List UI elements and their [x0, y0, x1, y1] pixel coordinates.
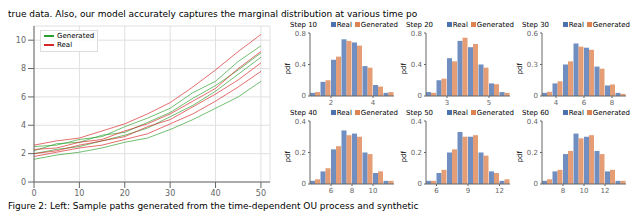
- html-text:Figure 2: Left: Sample paths g: Figure 2: Left: Sample paths generated f…: [8, 201, 419, 211]
- svg-text:0: 0: [21, 178, 26, 187]
- html-text:Real: Real: [336, 109, 352, 117]
- html-text:Real: Real: [336, 21, 352, 29]
- svg-text:6: 6: [21, 93, 26, 102]
- svg-text:4: 4: [371, 99, 376, 107]
- svg-text:0: 0: [418, 92, 422, 100]
- html-text:Step 50: Step 50: [406, 109, 434, 117]
- svg-text:0.4: 0.4: [411, 118, 423, 126]
- html-text:Generated: Generated: [57, 32, 95, 40]
- svg-text:6: 6: [329, 187, 334, 195]
- svg-text:30: 30: [165, 189, 175, 198]
- svg-text:10: 10: [74, 189, 84, 198]
- svg-text:12: 12: [601, 187, 610, 195]
- svg-text:0: 0: [31, 189, 36, 198]
- html-text:Real: Real: [452, 21, 468, 29]
- svg-text:0.2: 0.2: [411, 149, 422, 157]
- html-text:Step 60: Step 60: [522, 109, 550, 117]
- svg-text:50: 50: [256, 189, 266, 198]
- svg-text:10: 10: [16, 36, 26, 45]
- svg-text:4: 4: [21, 121, 26, 130]
- html-text:pdf: pdf: [516, 151, 524, 163]
- html-text:Generated: Generated: [592, 109, 630, 117]
- html-text:Step 10: Step 10: [290, 21, 318, 29]
- svg-text:4: 4: [554, 99, 559, 107]
- html-text:Real: Real: [568, 109, 584, 117]
- svg-text:8: 8: [350, 187, 354, 195]
- svg-text:8: 8: [21, 64, 26, 73]
- html-text:Real: Real: [568, 21, 584, 29]
- html-text:Step 40: Step 40: [290, 109, 318, 117]
- svg-text:0.6: 0.6: [527, 30, 539, 38]
- svg-text:9: 9: [466, 187, 470, 195]
- html-text:Real: Real: [452, 109, 468, 117]
- html-text:Step 20: Step 20: [406, 21, 434, 29]
- html-text:pdf: pdf: [284, 151, 292, 163]
- svg-text:8: 8: [610, 99, 614, 107]
- svg-text:0.4: 0.4: [527, 118, 539, 126]
- svg-text:2: 2: [21, 149, 26, 158]
- svg-text:3: 3: [445, 99, 449, 107]
- html-text:Generated: Generated: [476, 21, 514, 29]
- svg-text:0: 0: [302, 92, 306, 100]
- svg-text:6: 6: [434, 187, 439, 195]
- svg-text:40: 40: [210, 189, 220, 198]
- html-text:Real: Real: [57, 41, 73, 49]
- svg-text:8: 8: [561, 187, 565, 195]
- svg-text:2: 2: [329, 99, 333, 107]
- html-text:Step 30: Step 30: [522, 21, 550, 29]
- svg-text:0.8: 0.8: [411, 30, 422, 38]
- svg-text:0.2: 0.2: [295, 149, 306, 157]
- svg-text:0.4: 0.4: [295, 118, 307, 126]
- svg-text:20: 20: [120, 189, 130, 198]
- svg-text:0: 0: [418, 180, 422, 188]
- html-text:pdf: pdf: [400, 63, 408, 75]
- html-text:Generated: Generated: [360, 109, 398, 117]
- svg-text:0.8: 0.8: [295, 30, 306, 38]
- svg-text:0: 0: [534, 180, 538, 188]
- svg-text:5: 5: [487, 99, 491, 107]
- html-text:Generated: Generated: [360, 21, 398, 29]
- html-text:true data. Also, our model acc: true data. Also, our model accurately ca…: [8, 9, 418, 19]
- svg-text:0: 0: [302, 180, 306, 188]
- html-text:Generated: Generated: [476, 109, 514, 117]
- svg-text:0.2: 0.2: [527, 149, 538, 157]
- html-text:pdf: pdf: [400, 151, 408, 163]
- svg-text:12: 12: [495, 187, 504, 195]
- html-text:pdf: pdf: [516, 63, 524, 75]
- svg-text:10: 10: [369, 187, 378, 195]
- html-text:pdf: pdf: [284, 63, 292, 75]
- svg-text:0.3: 0.3: [527, 61, 538, 69]
- svg-text:0.4: 0.4: [295, 61, 307, 69]
- svg-text:0: 0: [534, 92, 538, 100]
- svg-text:0.4: 0.4: [411, 61, 423, 69]
- svg-text:6: 6: [582, 99, 587, 107]
- html-text:Generated: Generated: [592, 21, 630, 29]
- svg-text:10: 10: [580, 187, 589, 195]
